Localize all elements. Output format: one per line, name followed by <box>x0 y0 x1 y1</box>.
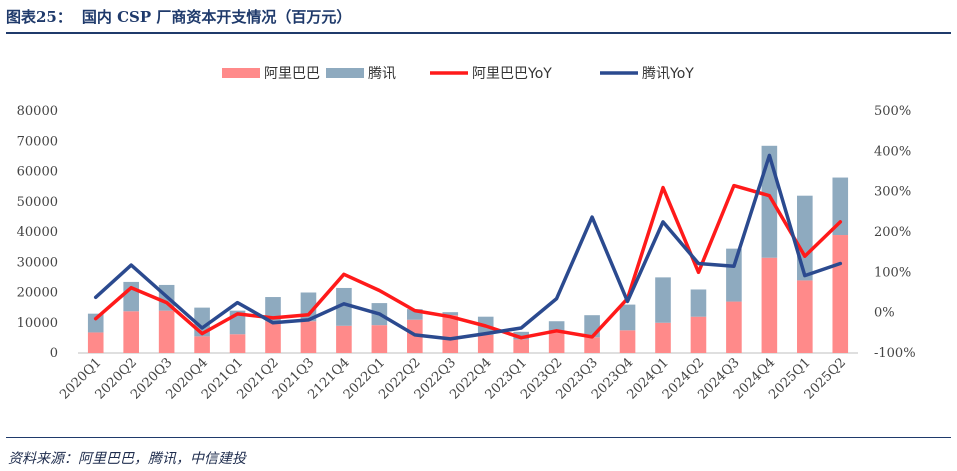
line-alibaba-yoy <box>93 183 843 340</box>
bars <box>87 145 849 353</box>
y-right-tick-label: 200% <box>874 225 911 240</box>
bar-alibaba <box>123 311 139 353</box>
bar-alibaba <box>655 322 671 353</box>
y-left-tick-label: 50000 <box>17 195 58 210</box>
y-right-tick-label: 500% <box>874 104 911 119</box>
bar-tencent <box>832 177 849 236</box>
capex-chart: 阿里巴巴 腾讯 阿里巴巴YoY 腾讯YoY 0 10000 20000 30000 40000… <box>17 65 916 403</box>
bar-alibaba <box>158 310 175 353</box>
figure-header: 图表25： 国内 CSP 厂商资本开支情况（百万元） <box>6 2 951 34</box>
bar-tencent <box>442 312 459 316</box>
bar-tencent <box>407 309 423 320</box>
bar-alibaba <box>477 334 494 353</box>
bar-alibaba <box>797 280 813 353</box>
bar-tencent <box>584 315 600 338</box>
bar-alibaba <box>832 235 849 353</box>
bar-alibaba <box>371 325 388 353</box>
y-left-tick-label: 0 <box>50 346 58 361</box>
y-left-tick-label: 40000 <box>17 225 58 240</box>
y-left-tick-label: 30000 <box>17 255 58 270</box>
source-note: 资料来源：阿里巴巴，腾讯，中信建投 <box>8 451 246 467</box>
y-left-tick-label: 70000 <box>17 134 58 149</box>
bar-tencent <box>655 277 671 323</box>
bar-alibaba <box>726 301 742 353</box>
bar-tencent <box>619 304 636 331</box>
y-left-tick-label: 80000 <box>17 104 58 119</box>
y-right-tick-label: -100% <box>874 346 916 361</box>
bar-alibaba <box>300 321 317 353</box>
y-right-tick-label: 0% <box>874 306 895 321</box>
bar-alibaba <box>513 339 529 353</box>
legend-swatch-alibaba <box>222 68 260 78</box>
bar-alibaba <box>584 337 600 353</box>
y-right-tick-label: 300% <box>874 185 911 200</box>
legend-label: 阿里巴巴 <box>264 66 320 82</box>
y-left-tick-label: 10000 <box>17 316 58 331</box>
lines <box>93 153 843 341</box>
legend-label: 腾讯YoY <box>642 65 694 82</box>
bar-alibaba <box>87 332 104 353</box>
y-right-tick-label: 100% <box>874 265 911 280</box>
bar-tencent <box>336 287 352 326</box>
legend: 阿里巴巴 腾讯 阿里巴巴YoY 腾讯YoY <box>222 65 694 82</box>
axes: 0 10000 20000 30000 40000 50000 60000 70000 8000… <box>17 104 916 403</box>
legend-label: 阿里巴巴YoY <box>472 66 552 82</box>
bar-alibaba <box>690 316 707 353</box>
bar-tencent <box>690 289 707 317</box>
bar-tencent <box>548 321 565 332</box>
bar-tencent <box>726 248 742 302</box>
bar-tencent <box>513 331 529 340</box>
bar-alibaba <box>619 330 636 353</box>
bar-alibaba <box>548 331 565 353</box>
legend-swatch-tencent <box>326 68 364 78</box>
y-right-tick-label: 400% <box>874 144 911 159</box>
y-left-tick-label: 20000 <box>17 286 58 301</box>
header-rule <box>6 32 951 34</box>
bar-alibaba <box>336 325 352 353</box>
bar-tencent <box>797 195 813 281</box>
bar-alibaba <box>265 321 281 353</box>
bar-alibaba <box>194 336 210 353</box>
figure-title-text: 国内 CSP 厂商资本开支情况（百万元） <box>81 8 352 26</box>
bar-alibaba <box>761 257 778 353</box>
line-tencent-yoy <box>93 153 843 341</box>
bar-tencent <box>87 313 104 333</box>
footer-rule <box>6 437 951 438</box>
figure-title: 图表25： 国内 CSP 厂商资本开支情况（百万元） <box>6 6 351 27</box>
bar-alibaba <box>442 315 459 353</box>
legend-label: 腾讯 <box>368 65 396 82</box>
y-left-tick-label: 60000 <box>17 165 58 180</box>
bar-alibaba <box>229 334 246 353</box>
figure-number: 图表25： <box>6 8 72 26</box>
bar-tencent <box>265 297 281 322</box>
